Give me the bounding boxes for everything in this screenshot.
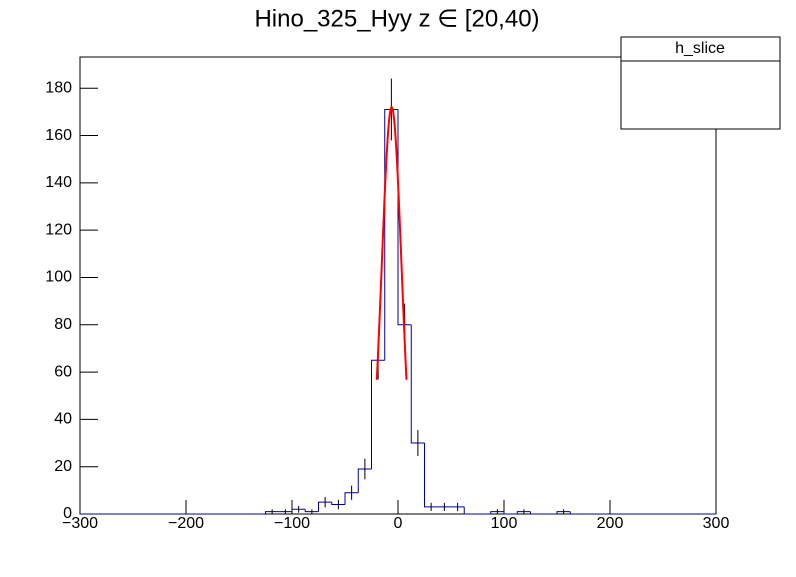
- y-tick-label: 60: [54, 363, 72, 380]
- histogram-bin: [304, 509, 319, 513]
- fit-curve: [375, 105, 408, 380]
- histogram-bin: [318, 501, 332, 512]
- x-tick-label: −300: [62, 515, 98, 532]
- histogram-bin: [503, 511, 518, 515]
- histogram-bin: [424, 443, 438, 508]
- stats-frame: [620, 36, 781, 130]
- y-tick-label: 120: [45, 221, 72, 238]
- histogram-bin: [490, 511, 504, 514]
- y-tick-label: 0: [63, 505, 72, 522]
- histogram-bin: [410, 324, 425, 444]
- stats-box: h_slice: [620, 36, 781, 130]
- x-tick-label: 0: [394, 515, 403, 532]
- histogram-bin: [530, 511, 544, 515]
- x-tick-label: 100: [491, 515, 518, 532]
- histogram-bin: [344, 492, 359, 505]
- chart-title: Hino_325_Hyy z ∈ [20,40): [254, 5, 539, 32]
- histogram-bin: [569, 511, 584, 515]
- x-tick-label: −200: [168, 515, 204, 532]
- x-tick-label: 300: [703, 515, 730, 532]
- histogram-bin: [371, 359, 385, 470]
- y-tick-label: 140: [45, 174, 72, 191]
- histogram-bin: [357, 468, 372, 493]
- histogram-bin: [556, 511, 571, 514]
- y-tick-label: 80: [54, 316, 72, 333]
- y-tick-label: 40: [54, 411, 72, 428]
- x-tick-label: −100: [274, 515, 310, 532]
- x-tick-label: 200: [597, 515, 624, 532]
- y-tick-label: 20: [54, 458, 72, 475]
- histogram-bin: [265, 511, 279, 514]
- histogram-bin: [291, 508, 306, 512]
- histogram-bin: [463, 506, 478, 515]
- y-tick-label: 160: [45, 127, 72, 144]
- stats-title: h_slice: [675, 40, 725, 57]
- y-tick-label: 100: [45, 269, 72, 286]
- histogram-bin: [516, 511, 531, 514]
- y-tick-label: 180: [45, 79, 72, 96]
- histogram-bin: [331, 502, 345, 506]
